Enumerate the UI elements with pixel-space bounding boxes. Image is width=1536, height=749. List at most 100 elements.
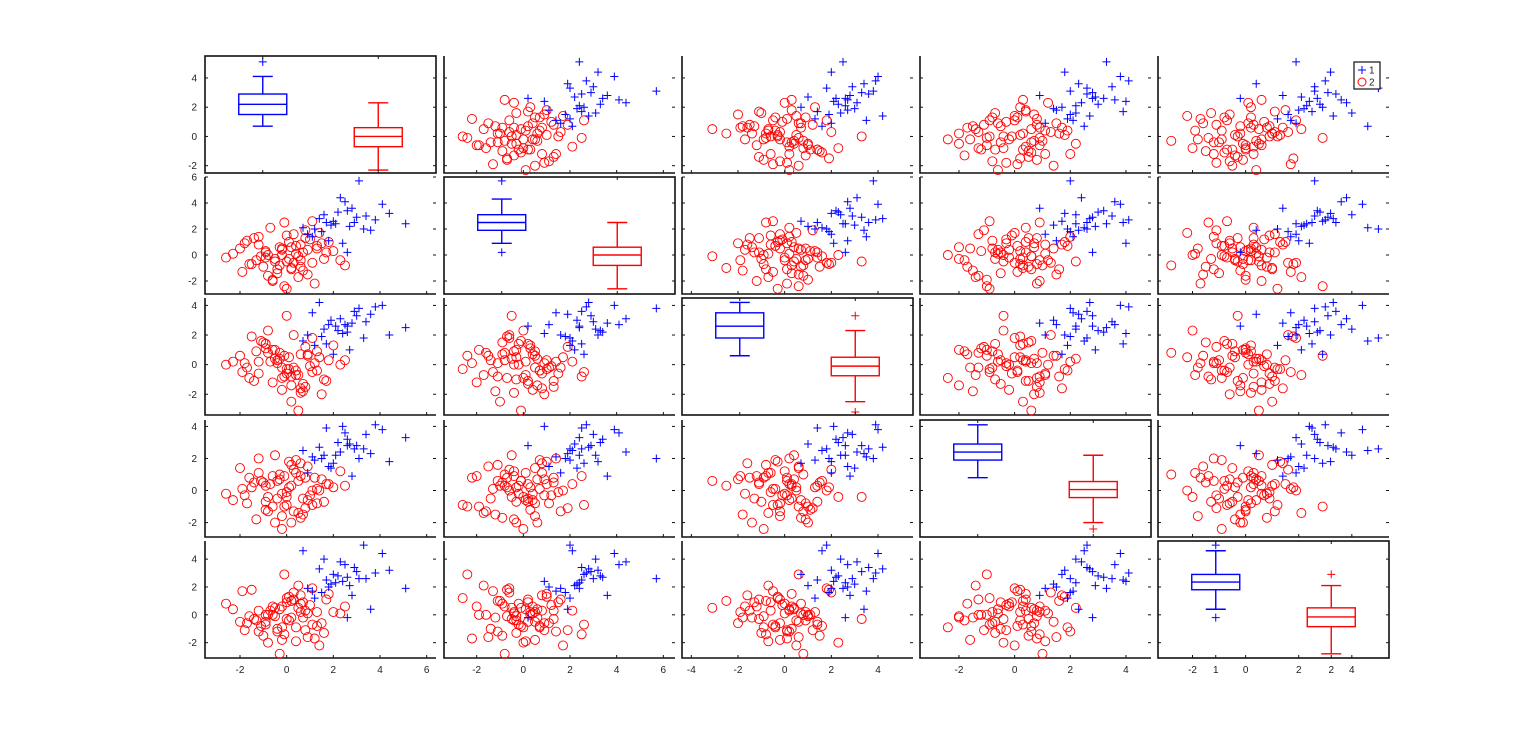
point-group-2 [513, 359, 524, 370]
point-group-2 [1216, 250, 1227, 260]
point-group-2 [1182, 352, 1193, 363]
point-group-2 [1026, 147, 1037, 158]
point-group-2 [291, 636, 301, 647]
point-group-1 [556, 119, 565, 128]
point-group-2 [302, 244, 313, 255]
point-group-1 [1088, 613, 1097, 622]
point-group-2 [1251, 353, 1262, 364]
point-group-1 [797, 570, 805, 579]
point-group-2 [1256, 260, 1267, 271]
point-group-2 [281, 499, 292, 510]
point-group-2 [1211, 490, 1222, 501]
point-group-1 [836, 109, 845, 118]
point-group-2 [305, 234, 315, 245]
point-group-2 [1004, 384, 1015, 395]
point-group-1 [1099, 328, 1108, 337]
point-group-2 [805, 504, 816, 515]
point-group-1 [1302, 322, 1311, 331]
point-group-2 [1012, 621, 1023, 631]
point-group-2 [954, 128, 964, 139]
point-group-2 [1009, 111, 1020, 121]
point-group-2 [1031, 113, 1042, 124]
point-group-1 [338, 329, 347, 338]
y-tick-label: -2 [188, 277, 197, 288]
point-group-2 [541, 364, 552, 375]
point-group-2 [761, 459, 771, 470]
point-group-2 [293, 405, 304, 416]
point-group-1 [841, 613, 850, 622]
point-group-2 [525, 144, 536, 155]
point-group-2 [551, 626, 561, 637]
point-group-2 [298, 265, 308, 276]
point-group-2 [1004, 134, 1015, 145]
point-group-2 [532, 135, 543, 146]
point-group-2 [265, 222, 276, 233]
panel-r1-c2 [443, 56, 675, 176]
point-group-2 [457, 593, 468, 604]
point-group-2 [707, 475, 718, 486]
point-group-2 [793, 632, 804, 643]
point-group-2 [291, 622, 301, 633]
point-group-1 [341, 560, 349, 569]
point-group-2 [523, 144, 533, 155]
point-group-2 [520, 356, 531, 367]
point-group-1 [1091, 222, 1100, 231]
point-group-1 [310, 225, 319, 233]
point-group-2 [462, 501, 473, 512]
boxplot-group-label: 2 [1328, 665, 1334, 676]
point-group-2 [1216, 455, 1227, 466]
point-group-1 [1331, 90, 1340, 99]
point-group-2 [791, 227, 802, 238]
point-group-2 [796, 244, 806, 255]
point-group-1 [1363, 336, 1372, 345]
point-group-2 [1272, 499, 1283, 510]
point-group-1 [566, 341, 574, 350]
point-group-2 [504, 330, 515, 340]
point-group-2 [768, 483, 778, 494]
point-group-2 [761, 217, 771, 228]
point-group-2 [1264, 230, 1275, 241]
point-group-2 [1054, 371, 1065, 382]
point-group-1 [622, 98, 630, 107]
point-group-2 [478, 580, 489, 591]
x-tick-label: 4 [614, 665, 620, 676]
x-tick-label: -4 [687, 665, 696, 676]
point-group-2 [520, 370, 531, 380]
point-group-2 [555, 506, 566, 517]
point-group-1 [366, 310, 375, 319]
point-group-2 [518, 325, 529, 336]
point-group-1 [878, 443, 887, 452]
point-group-1 [841, 441, 850, 450]
point-group-2 [1001, 116, 1012, 127]
point-group-2 [319, 253, 329, 264]
point-group-1 [615, 95, 623, 104]
point-group-2 [228, 495, 238, 506]
point-group-2 [286, 264, 297, 275]
point-group-2 [1219, 483, 1230, 494]
point-group-1 [320, 451, 328, 460]
point-group-2 [307, 257, 318, 268]
point-group-2 [814, 630, 825, 641]
point-group-2 [998, 256, 1009, 267]
point-group-2 [539, 490, 550, 501]
point-group-2 [1251, 165, 1262, 176]
point-group-1 [545, 462, 553, 471]
point-group-1 [575, 433, 584, 442]
point-group-2 [1222, 367, 1232, 378]
point-group-2 [1051, 350, 1062, 361]
point-group-2 [733, 109, 743, 120]
point-group-2 [1208, 231, 1219, 242]
point-group-2 [1259, 490, 1270, 501]
point-group-2 [992, 244, 1003, 255]
point-group-2 [270, 253, 280, 264]
point-group-2 [281, 593, 292, 604]
point-group-2 [754, 614, 764, 624]
point-group-2 [1040, 149, 1051, 159]
point-group-1 [1252, 226, 1261, 235]
point-group-2 [1012, 159, 1023, 170]
point-group-2 [784, 453, 795, 464]
point-group-1 [1124, 569, 1133, 578]
point-group-1 [334, 326, 342, 335]
point-group-2 [288, 362, 299, 373]
